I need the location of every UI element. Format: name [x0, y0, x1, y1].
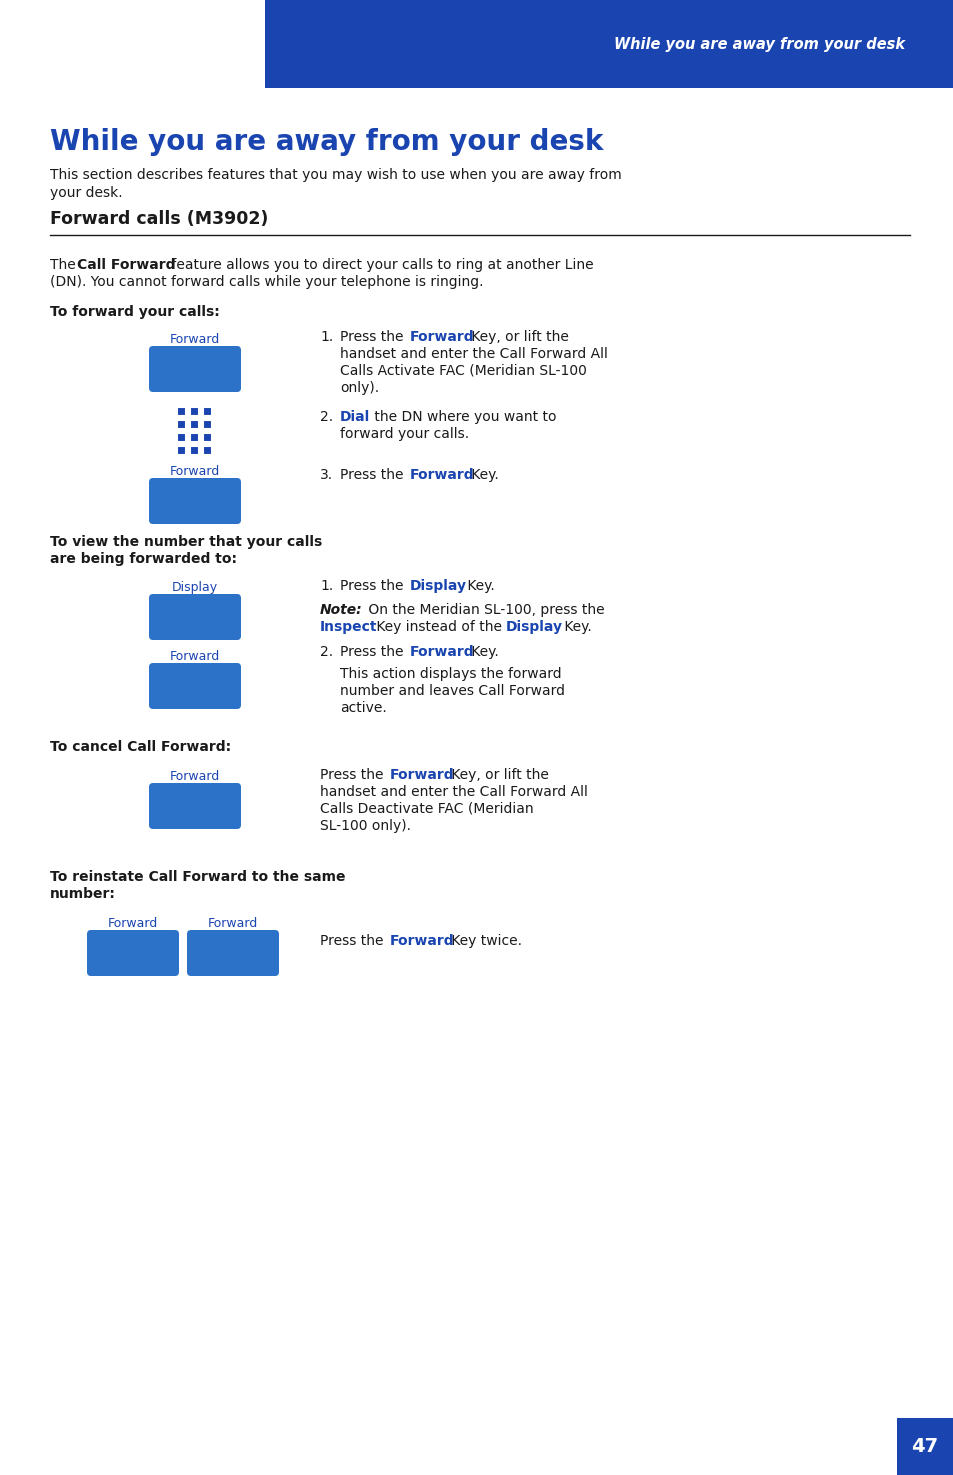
Text: Press the: Press the [339, 468, 408, 482]
FancyBboxPatch shape [203, 407, 213, 416]
Text: Press the: Press the [319, 934, 388, 948]
Text: Inspect: Inspect [319, 620, 377, 634]
Text: active.: active. [339, 701, 386, 715]
Text: While you are away from your desk: While you are away from your desk [613, 37, 904, 52]
Text: Display: Display [410, 580, 467, 593]
Text: Note:: Note: [319, 603, 362, 617]
FancyBboxPatch shape [177, 434, 186, 442]
Text: Key.: Key. [559, 620, 591, 634]
Text: number:: number: [50, 886, 115, 901]
Text: Display: Display [172, 581, 218, 594]
Text: SL-100 only).: SL-100 only). [319, 819, 411, 833]
Text: Forward: Forward [108, 917, 158, 931]
Text: Key.: Key. [462, 580, 495, 593]
Text: 3.: 3. [319, 468, 333, 482]
FancyBboxPatch shape [191, 445, 199, 454]
FancyBboxPatch shape [191, 420, 199, 429]
Text: Calls Activate FAC (Meridian SL-100: Calls Activate FAC (Meridian SL-100 [339, 364, 586, 378]
Text: Dial: Dial [339, 410, 370, 423]
Text: 2.: 2. [319, 410, 333, 423]
Text: Key twice.: Key twice. [447, 934, 521, 948]
Text: forward your calls.: forward your calls. [339, 426, 469, 441]
Text: To forward your calls:: To forward your calls: [50, 305, 219, 319]
Text: feature allows you to direct your calls to ring at another Line: feature allows you to direct your calls … [167, 258, 593, 271]
Text: Forward: Forward [410, 468, 475, 482]
FancyBboxPatch shape [203, 445, 213, 454]
FancyBboxPatch shape [149, 478, 241, 524]
FancyBboxPatch shape [191, 434, 199, 442]
Text: Display: Display [505, 620, 562, 634]
FancyBboxPatch shape [203, 420, 213, 429]
Text: Forward: Forward [410, 330, 475, 344]
Text: Key instead of the: Key instead of the [372, 620, 506, 634]
Text: The: The [50, 258, 80, 271]
Text: 1.: 1. [319, 580, 333, 593]
Text: Press the: Press the [339, 645, 408, 659]
FancyBboxPatch shape [203, 434, 213, 442]
Text: Forward: Forward [390, 768, 455, 782]
Text: handset and enter the Call Forward All: handset and enter the Call Forward All [339, 347, 607, 361]
Text: On the Meridian SL-100, press the: On the Meridian SL-100, press the [364, 603, 604, 617]
Text: Forward: Forward [390, 934, 455, 948]
Text: 1.: 1. [319, 330, 333, 344]
Bar [265, 0, 953, 88]
Text: Forward: Forward [170, 333, 220, 347]
Text: your desk.: your desk. [50, 186, 123, 201]
Text: To reinstate Call Forward to the same: To reinstate Call Forward to the same [50, 870, 345, 884]
Text: This action displays the forward: This action displays the forward [339, 667, 561, 681]
Text: 47: 47 [910, 1438, 938, 1456]
Text: Press the: Press the [339, 330, 408, 344]
Text: Calls Deactivate FAC (Meridian: Calls Deactivate FAC (Meridian [319, 802, 533, 816]
Text: Key, or lift the: Key, or lift the [447, 768, 548, 782]
Text: (DN). You cannot forward calls while your telephone is ringing.: (DN). You cannot forward calls while you… [50, 274, 483, 289]
FancyBboxPatch shape [149, 783, 241, 829]
FancyBboxPatch shape [149, 347, 241, 392]
Text: To view the number that your calls: To view the number that your calls [50, 535, 322, 549]
Text: While you are away from your desk: While you are away from your desk [50, 128, 602, 156]
FancyBboxPatch shape [187, 931, 278, 976]
FancyBboxPatch shape [177, 445, 186, 454]
Text: Key.: Key. [467, 645, 498, 659]
Bar [896, 1417, 953, 1475]
Text: Forward calls (M3902): Forward calls (M3902) [50, 209, 268, 229]
Text: are being forwarded to:: are being forwarded to: [50, 552, 236, 566]
Text: Forward: Forward [170, 650, 220, 662]
FancyBboxPatch shape [177, 407, 186, 416]
Text: 2.: 2. [319, 645, 333, 659]
FancyBboxPatch shape [87, 931, 179, 976]
Text: Press the: Press the [339, 580, 408, 593]
FancyBboxPatch shape [177, 420, 186, 429]
Text: Press the: Press the [319, 768, 388, 782]
FancyBboxPatch shape [149, 662, 241, 709]
Text: This section describes features that you may wish to use when you are away from: This section describes features that you… [50, 168, 621, 181]
FancyBboxPatch shape [191, 407, 199, 416]
Text: the DN where you want to: the DN where you want to [370, 410, 556, 423]
Text: handset and enter the Call Forward All: handset and enter the Call Forward All [319, 785, 587, 799]
Text: Forward: Forward [410, 645, 475, 659]
Text: Forward: Forward [208, 917, 258, 931]
Text: Key, or lift the: Key, or lift the [467, 330, 568, 344]
Text: number and leaves Call Forward: number and leaves Call Forward [339, 684, 564, 698]
Text: Forward: Forward [170, 465, 220, 478]
Text: Call Forward: Call Forward [77, 258, 175, 271]
FancyBboxPatch shape [149, 594, 241, 640]
Text: Forward: Forward [170, 770, 220, 783]
Text: Key.: Key. [467, 468, 498, 482]
Text: only).: only). [339, 381, 378, 395]
Text: To cancel Call Forward:: To cancel Call Forward: [50, 740, 231, 754]
